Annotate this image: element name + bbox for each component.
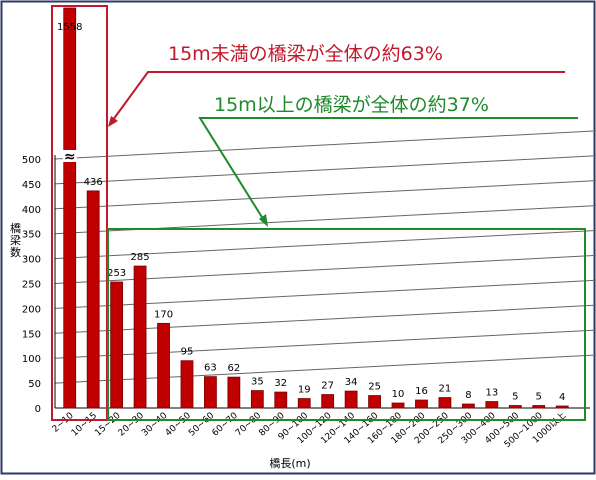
data-label: 25	[368, 382, 381, 393]
data-label: 95	[181, 347, 194, 358]
bar-90~100	[297, 398, 311, 409]
data-label: 16	[415, 386, 428, 397]
bar-400~500	[508, 405, 522, 409]
data-label: 253	[107, 268, 126, 279]
data-label: 8	[465, 390, 471, 401]
data-label: 19	[298, 385, 311, 396]
bar-10~15	[86, 190, 100, 409]
under15-callout-line	[109, 71, 565, 125]
bar-20~30	[133, 265, 147, 409]
bar-50~60	[204, 376, 217, 409]
over15-highlight-box	[107, 228, 586, 421]
data-label: 21	[439, 384, 452, 395]
bar-120~140	[344, 390, 358, 409]
bar-500~1000	[532, 405, 546, 409]
data-label: 10	[392, 389, 405, 400]
bar-70~80	[250, 390, 264, 409]
bar-80~90	[274, 391, 288, 409]
bar-100~120	[321, 394, 335, 409]
y-axis-label: 橋梁数	[10, 221, 21, 259]
y-tick-label: 200	[22, 304, 41, 315]
data-label: 4	[559, 392, 565, 403]
bar-200~250	[438, 397, 452, 409]
data-label: 1558	[57, 22, 82, 33]
data-label: 5	[512, 392, 518, 403]
under15-highlight-box	[51, 5, 108, 421]
data-label: 13	[485, 388, 498, 399]
data-label: 62	[228, 363, 241, 374]
bar-180~200	[415, 399, 428, 409]
data-label: 436	[84, 177, 103, 188]
y-tick-label: 300	[22, 255, 41, 266]
value-labels: 1558 436 253 285 170 95 63 62 35 32 19 27 34 25 10 16 21…	[57, 22, 565, 403]
y-tick-label: 350	[22, 230, 41, 241]
bar-30~40	[157, 322, 170, 409]
under15-annotation: 15m未満の橋梁が全体の約63%	[168, 43, 443, 65]
x-tick-labels: 2~1010~1515~2020~3030~4040~5050~6060~707…	[51, 410, 569, 450]
y-tick-label: 150	[22, 329, 41, 340]
data-label: 5	[536, 392, 542, 403]
gridline	[54, 130, 596, 160]
y-axis: 0 50 100 150 200 250 300 350 400 450 500	[22, 155, 56, 415]
data-label: 63	[204, 363, 217, 374]
bar-40~50	[180, 360, 194, 409]
y-tick-label: 450	[22, 180, 41, 191]
gridline	[54, 229, 596, 260]
bar-60~70	[227, 376, 241, 409]
axis-break-symbol: ≈	[64, 149, 76, 165]
under15-callout-arrowhead	[108, 116, 118, 127]
data-label: 32	[274, 378, 287, 389]
gridline	[54, 180, 596, 210]
data-label: 34	[345, 377, 358, 388]
data-label: 35	[251, 377, 264, 388]
y-tick-label: 500	[22, 155, 41, 166]
bar-250~300	[461, 403, 475, 409]
over15-callout-arrowhead	[259, 214, 268, 227]
bar-160~180	[391, 402, 405, 409]
y-tick-label: 0	[35, 404, 41, 415]
y-tick-label: 250	[22, 280, 41, 291]
data-label: 285	[131, 252, 150, 263]
y-tick-label: 50	[28, 379, 41, 390]
axis-break-gap	[62, 150, 77, 162]
bar-15~20	[110, 281, 124, 409]
bar-140~160	[368, 395, 381, 409]
over15-callout-line	[198, 117, 578, 223]
over15-annotation: 15m以上の橋梁が全体の約37%	[214, 94, 489, 116]
data-label: 27	[321, 381, 334, 392]
data-label: 170	[154, 309, 173, 320]
bar-2~10	[63, 7, 77, 409]
x-tick-label: 10~15	[70, 411, 99, 439]
bar-300~400	[485, 401, 499, 409]
bar-1000以上	[555, 405, 569, 409]
gridline	[54, 155, 596, 185]
x-axis-label: 橋長(m)	[269, 456, 310, 470]
y-tick-label: 100	[22, 354, 41, 365]
y-tick-label: 400	[22, 205, 41, 216]
bars: ≈	[62, 7, 569, 409]
